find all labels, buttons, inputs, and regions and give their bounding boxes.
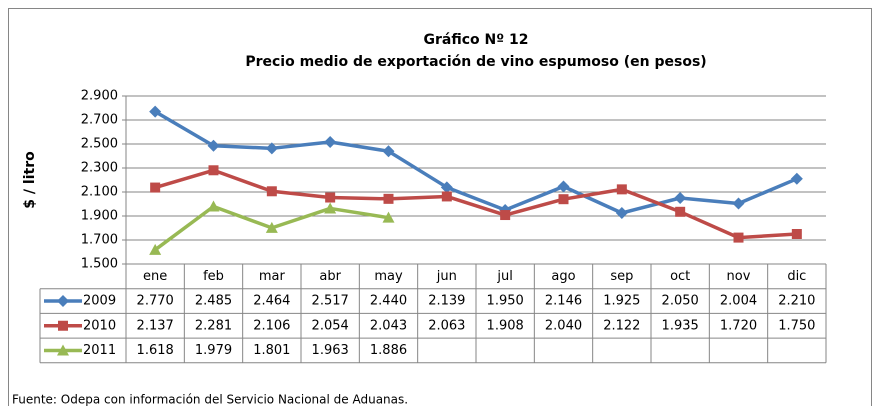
- y-tick-label: 1.900: [81, 209, 118, 224]
- x-tick-label: jun: [436, 269, 457, 284]
- data-point: [208, 165, 219, 176]
- data-point: [265, 142, 278, 155]
- legend-marker: [58, 320, 68, 331]
- table-value: 2.137: [137, 318, 174, 333]
- table-value: 2.146: [545, 294, 582, 309]
- table-value: 1.801: [253, 343, 290, 358]
- data-point: [149, 243, 162, 255]
- table-value: 1.720: [720, 318, 757, 333]
- data-point: [324, 202, 337, 214]
- table-value: 2.040: [545, 318, 582, 333]
- data-point: [383, 193, 394, 204]
- data-point: [675, 206, 686, 217]
- legend-marker: [57, 344, 69, 356]
- legend-label: 2009: [83, 294, 116, 309]
- data-point: [382, 211, 395, 223]
- table-value: 2.004: [720, 294, 757, 309]
- table-value: 1.950: [487, 294, 524, 309]
- table-value: 2.054: [312, 318, 349, 333]
- table-value: 2.122: [603, 318, 640, 333]
- series-line: [154, 168, 797, 240]
- chart-title: Gráfico Nº 12: [424, 32, 529, 48]
- data-point: [500, 210, 511, 221]
- y-tick-label: 1.500: [81, 257, 118, 272]
- table-value: 2.485: [195, 294, 232, 309]
- x-tick-label: abr: [319, 269, 341, 284]
- data-point: [440, 181, 453, 194]
- y-tick-label: 1.700: [81, 233, 118, 248]
- table-value: 1.963: [312, 343, 349, 358]
- data-point: [266, 186, 277, 197]
- table-value: 1.618: [137, 343, 174, 358]
- data-point: [557, 180, 570, 193]
- data-point: [615, 207, 628, 219]
- y-tick-label: 2.300: [81, 161, 118, 176]
- source-note: Fuente: Odepa con información del Servic…: [12, 393, 408, 406]
- x-tick-label: feb: [203, 269, 224, 284]
- table-value: 2.043: [370, 318, 407, 333]
- data-point: [558, 194, 569, 205]
- data-point: [150, 182, 161, 193]
- x-tick-label: mar: [259, 269, 286, 284]
- data-point: [265, 221, 278, 233]
- data-point: [441, 191, 452, 202]
- x-tick-label: jul: [496, 269, 512, 284]
- data-point: [732, 197, 745, 210]
- x-tick-label: oct: [670, 269, 690, 284]
- table-value: 1.886: [370, 343, 407, 358]
- legend-label: 2011: [83, 343, 116, 358]
- y-tick-label: 2.700: [81, 113, 118, 128]
- data-point: [207, 200, 220, 212]
- data-point: [325, 192, 336, 203]
- legend-marker: [57, 295, 69, 308]
- table-value: 1.925: [603, 294, 640, 309]
- table-value: 1.750: [778, 318, 815, 333]
- y-tick-label: 2.100: [81, 185, 118, 200]
- data-point: [733, 232, 744, 243]
- table-value: 2.464: [253, 294, 290, 309]
- chart-subtitle: Precio medio de exportación de vino espu…: [245, 54, 706, 70]
- x-tick-label: ago: [551, 269, 575, 284]
- data-point: [207, 139, 220, 152]
- table-value: 1.908: [487, 318, 524, 333]
- data-point: [790, 172, 803, 185]
- y-axis-label: $ / litro: [22, 151, 38, 209]
- x-tick-label: ene: [143, 269, 167, 284]
- chart-frame: [8, 8, 872, 406]
- table-value: 2.281: [195, 318, 232, 333]
- data-point: [674, 192, 687, 204]
- table-value: 2.050: [662, 294, 699, 309]
- table-value: 2.770: [137, 294, 174, 309]
- data-point: [616, 184, 627, 195]
- data-point: [324, 135, 337, 148]
- data-point: [382, 145, 395, 158]
- y-tick-label: 2.900: [81, 89, 118, 104]
- table-value: 1.979: [195, 343, 232, 358]
- data-point: [149, 105, 162, 118]
- table-value: 2.517: [312, 294, 349, 309]
- y-tick-label: 2.500: [81, 137, 118, 152]
- table-value: 2.440: [370, 294, 407, 309]
- table-value: 2.106: [253, 318, 290, 333]
- table-value: 2.210: [778, 294, 815, 309]
- table-value: 2.139: [428, 294, 465, 309]
- table-value: 1.935: [662, 318, 699, 333]
- series-line: [154, 110, 798, 215]
- legend-label: 2010: [83, 318, 116, 333]
- table-value: 2.063: [428, 318, 465, 333]
- x-tick-label: dic: [787, 269, 806, 284]
- x-tick-label: nov: [727, 269, 751, 284]
- data-point: [791, 229, 802, 239]
- x-tick-label: may: [374, 269, 403, 284]
- x-tick-label: sep: [610, 269, 633, 284]
